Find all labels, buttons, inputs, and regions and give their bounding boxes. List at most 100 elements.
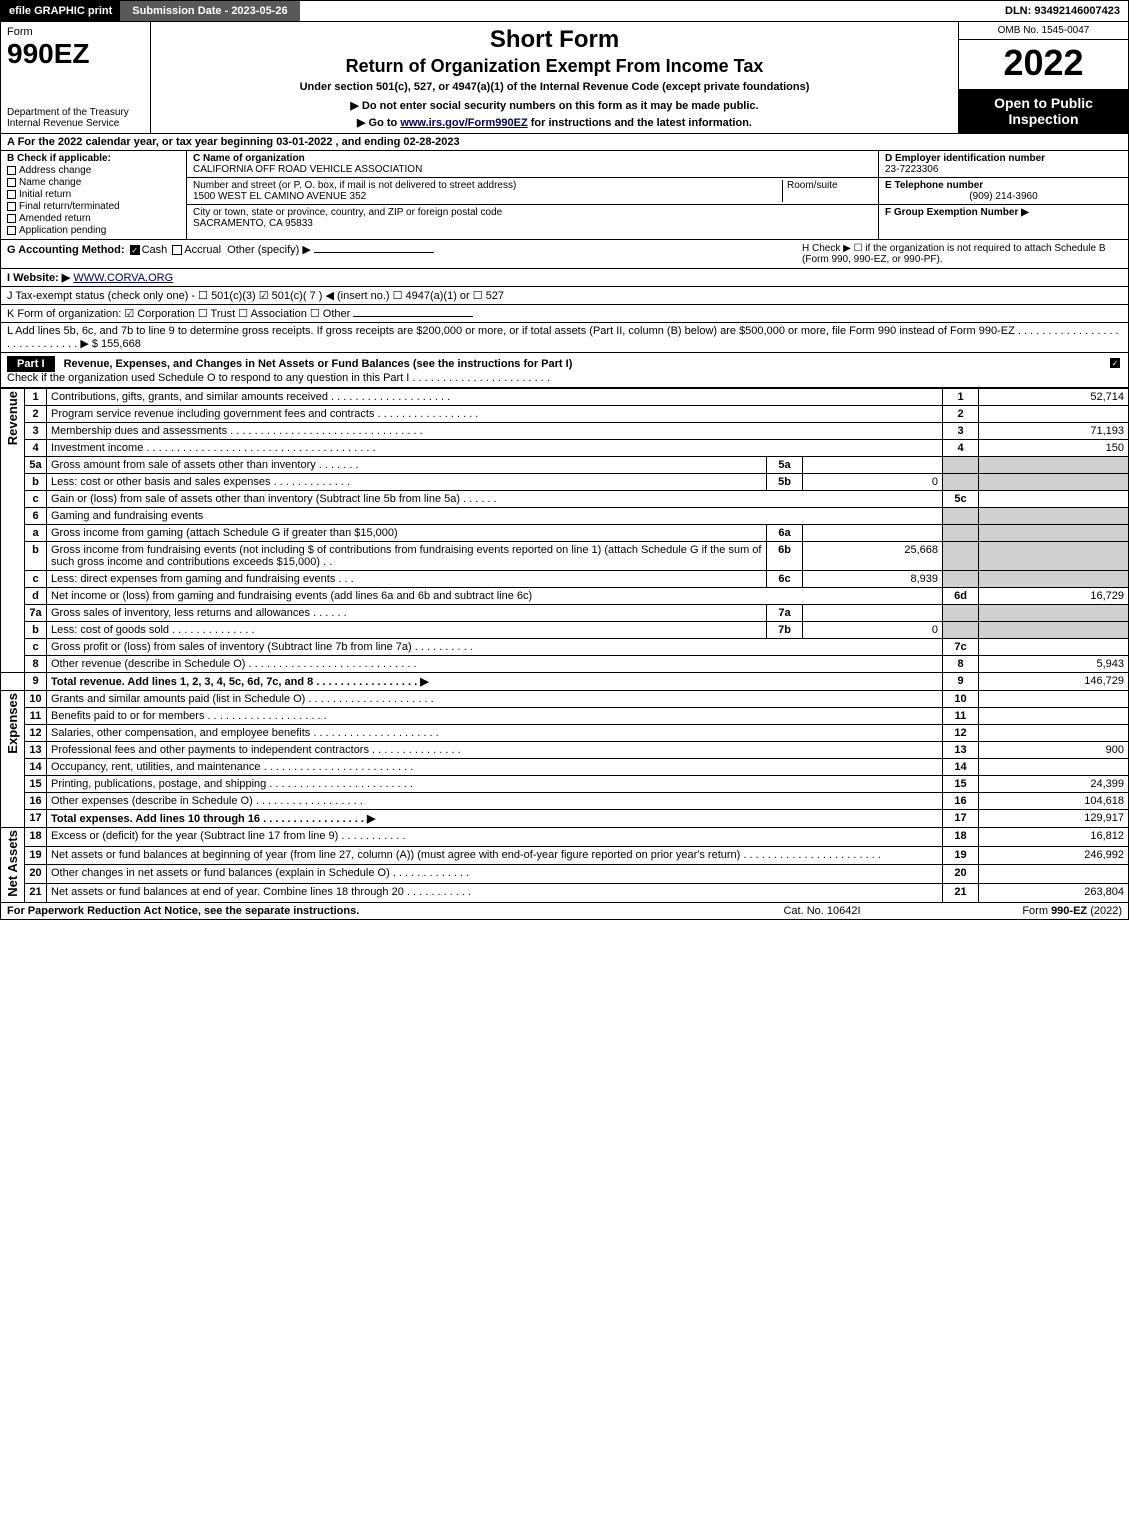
line-3-value: 71,193 xyxy=(979,423,1129,440)
irs-link[interactable]: www.irs.gov/Form990EZ xyxy=(400,117,527,129)
c-name-wrap: C Name of organization CALIFORNIA OFF RO… xyxy=(193,153,872,175)
line-7a-value xyxy=(803,605,943,622)
c-street: 1500 WEST EL CAMINO AVENUE 352 xyxy=(193,191,366,202)
part-i-label: Part I xyxy=(7,356,55,372)
line-j: J Tax-exempt status (check only one) - ☐… xyxy=(0,287,1129,305)
b-address-change[interactable]: Address change xyxy=(7,165,180,176)
part-i-header: Part I Revenue, Expenses, and Changes in… xyxy=(0,353,1129,388)
line-a: A For the 2022 calendar year, or tax yea… xyxy=(0,134,1129,151)
line-k: K Form of organization: ☑ Corporation ☐ … xyxy=(0,305,1129,323)
line-6b-text: Gross income from fundraising events (no… xyxy=(47,542,767,571)
line-4-text: Investment income . . . . . . . . . . . … xyxy=(47,440,943,457)
line-5b-value: 0 xyxy=(803,474,943,491)
line-14-value xyxy=(979,759,1129,776)
b-final-return[interactable]: Final return/terminated xyxy=(7,201,180,212)
line-6-text: Gaming and fundraising events xyxy=(47,508,943,525)
line-5c-text: Gain or (loss) from sale of assets other… xyxy=(47,491,943,508)
efile-label: efile GRAPHIC print xyxy=(1,1,120,21)
part-i-check-text: Check if the organization used Schedule … xyxy=(7,372,550,384)
line-3-text: Membership dues and assessments . . . . … xyxy=(47,423,943,440)
b-initial-return[interactable]: Initial return xyxy=(7,189,180,200)
line-12-text: Salaries, other compensation, and employ… xyxy=(47,725,943,742)
line-7c-text: Gross profit or (loss) from sales of inv… xyxy=(47,639,943,656)
line-21-text: Net assets or fund balances at end of ye… xyxy=(47,884,943,903)
title-return: Return of Organization Exempt From Incom… xyxy=(161,56,948,77)
line-9-value: 146,729 xyxy=(979,673,1129,691)
header-center: Short Form Return of Organization Exempt… xyxy=(151,22,958,133)
form-label: Form xyxy=(7,26,144,38)
revenue-section-label: Revenue xyxy=(1,389,25,673)
col-c: C Name of organization CALIFORNIA OFF RO… xyxy=(187,151,878,239)
netassets-section-label: Net Assets xyxy=(1,828,25,903)
line-11-text: Benefits paid to or for members . . . . … xyxy=(47,708,943,725)
line-13-text: Professional fees and other payments to … xyxy=(47,742,943,759)
lines-table: Revenue 1 Contributions, gifts, grants, … xyxy=(0,388,1129,903)
header-left: Form 990EZ Department of the Treasury In… xyxy=(1,22,151,133)
line-4-value: 150 xyxy=(979,440,1129,457)
line-5a-text: Gross amount from sale of assets other t… xyxy=(47,457,767,474)
line-18-text: Excess or (deficit) for the year (Subtra… xyxy=(47,828,943,847)
line-5b-text: Less: cost or other basis and sales expe… xyxy=(47,474,767,491)
c-name-label: C Name of organization xyxy=(193,153,305,164)
header-right: OMB No. 1545-0047 2022 Open to Public In… xyxy=(958,22,1128,133)
d-ein: D Employer identification number23-72233… xyxy=(879,151,1128,178)
form-header: Form 990EZ Department of the Treasury In… xyxy=(0,22,1129,134)
line-6a-text: Gross income from gaming (attach Schedul… xyxy=(47,525,767,542)
line-6c-value: 8,939 xyxy=(803,571,943,588)
line-13-value: 900 xyxy=(979,742,1129,759)
part-i-checkbox[interactable]: ✓ xyxy=(1102,353,1128,387)
line-16-text: Other expenses (describe in Schedule O) … xyxy=(47,793,943,810)
line-l: L Add lines 5b, 6c, and 7b to line 9 to … xyxy=(0,323,1129,353)
k-other-line xyxy=(353,316,473,317)
g-accrual-check[interactable] xyxy=(172,245,182,255)
line-17-text: Total expenses. Add lines 10 through 16 … xyxy=(47,810,943,828)
open-to-public: Open to Public Inspection xyxy=(959,89,1128,133)
line-19-value: 246,992 xyxy=(979,846,1129,865)
omb-number: OMB No. 1545-0047 xyxy=(959,22,1128,40)
section-b-through-f: B Check if applicable: Address change Na… xyxy=(0,151,1129,240)
line-6a-value xyxy=(803,525,943,542)
line-2-text: Program service revenue including govern… xyxy=(47,406,943,423)
line-17-value: 129,917 xyxy=(979,810,1129,828)
c-street-label: Number and street (or P. O. box, if mail… xyxy=(193,180,516,191)
spacer xyxy=(300,1,997,21)
line-9-text: Total revenue. Add lines 1, 2, 3, 4, 5c,… xyxy=(47,673,943,691)
expenses-section-label: Expenses xyxy=(1,691,25,828)
website-link[interactable]: WWW.CORVA.ORG xyxy=(73,272,173,284)
b-application-pending[interactable]: Application pending xyxy=(7,225,180,236)
f-group-exemption: F Group Exemption Number ▶ xyxy=(879,205,1128,220)
top-bar: efile GRAPHIC print Submission Date - 20… xyxy=(0,0,1129,22)
subtitle-ssn: ▶ Do not enter social security numbers o… xyxy=(161,99,948,112)
line-14-text: Occupancy, rent, utilities, and maintena… xyxy=(47,759,943,776)
b-name-change[interactable]: Name change xyxy=(7,177,180,188)
line-8-value: 5,943 xyxy=(979,656,1129,673)
footer-left: For Paperwork Reduction Act Notice, see … xyxy=(7,905,722,917)
line-7a-text: Gross sales of inventory, less returns a… xyxy=(47,605,767,622)
line-7c-value xyxy=(979,639,1129,656)
c-room-label: Room/suite xyxy=(782,180,872,202)
line-6d-value: 16,729 xyxy=(979,588,1129,605)
g-cash-check[interactable]: ✓ xyxy=(130,245,140,255)
line-6b-value: 25,668 xyxy=(803,542,943,571)
line-2-value xyxy=(979,406,1129,423)
line-15-value: 24,399 xyxy=(979,776,1129,793)
submission-date: Submission Date - 2023-05-26 xyxy=(120,1,299,21)
line-11-value xyxy=(979,708,1129,725)
line-18-value: 16,812 xyxy=(979,828,1129,847)
c-city-wrap: City or town, state or province, country… xyxy=(193,207,872,229)
line-16-value: 104,618 xyxy=(979,793,1129,810)
b-header: B Check if applicable: xyxy=(7,153,180,164)
line-g-h: G Accounting Method: ✓Cash Accrual Other… xyxy=(0,240,1129,269)
title-short-form: Short Form xyxy=(161,26,948,54)
department-label: Department of the Treasury Internal Reve… xyxy=(7,107,144,129)
page-footer: For Paperwork Reduction Act Notice, see … xyxy=(0,903,1129,920)
line-i: I Website: ▶ WWW.CORVA.ORG xyxy=(0,269,1129,287)
footer-right: Form 990-EZ (2022) xyxy=(922,905,1122,917)
line-6c-text: Less: direct expenses from gaming and fu… xyxy=(47,571,767,588)
tax-year: 2022 xyxy=(959,40,1128,86)
b-amended-return[interactable]: Amended return xyxy=(7,213,180,224)
e-phone: E Telephone number(909) 214-3960 xyxy=(879,178,1128,205)
part-i-title: Revenue, Expenses, and Changes in Net As… xyxy=(64,358,573,370)
line-6d-text: Net income or (loss) from gaming and fun… xyxy=(47,588,943,605)
line-19-text: Net assets or fund balances at beginning… xyxy=(47,846,943,865)
